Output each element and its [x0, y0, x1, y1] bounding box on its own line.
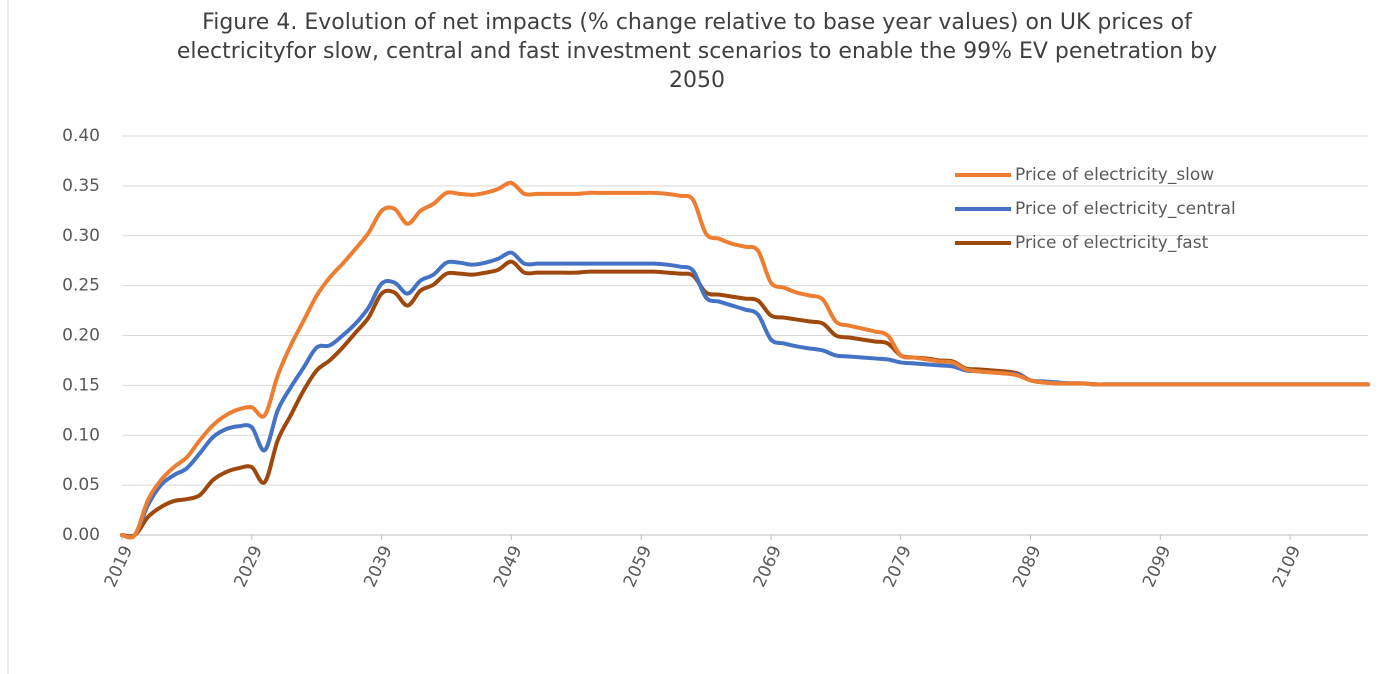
legend-label: Price of electricity_slow [1015, 165, 1214, 185]
chart-frame [7, 0, 1394, 674]
y-tick-label: 0.35 [62, 176, 100, 196]
series-line [120, 180, 1370, 540]
y-tick-label: 0.25 [62, 276, 100, 296]
legend-label: Price of electricity_fast [1015, 233, 1209, 253]
y-tick-label: 0.15 [62, 375, 100, 395]
y-tick-label: 0.20 [62, 326, 100, 346]
y-tick-label: 0.40 [62, 126, 100, 146]
legend-label: Price of electricity_central [1015, 199, 1236, 219]
chart-title: Figure 4. Evolution of net impacts (% ch… [176, 10, 1218, 93]
y-tick-label: 0.00 [62, 525, 100, 545]
title-box: Figure 4. Evolution of net impacts (% ch… [176, 10, 1218, 93]
y-tick-label: 0.10 [62, 425, 100, 445]
y-tick-label: 0.05 [62, 475, 100, 495]
y-tick-label: 0.30 [62, 226, 100, 246]
